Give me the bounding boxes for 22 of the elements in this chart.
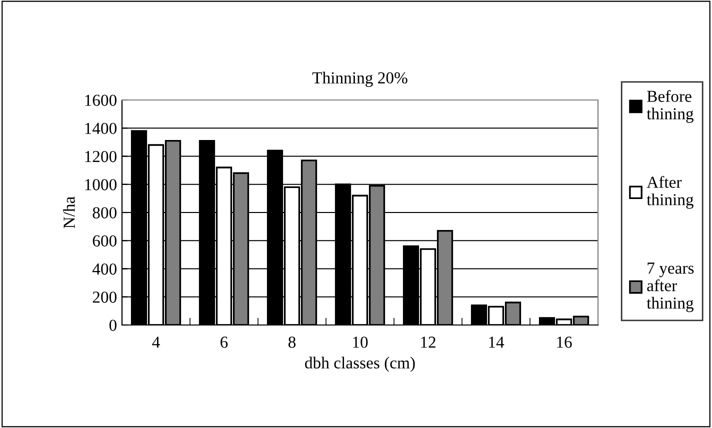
x-tick-label: 6 [220, 336, 228, 348]
y-axis-title: N/ha [63, 196, 75, 228]
y-tick-label: 200 [92, 292, 117, 303]
y-tick-label: 1000 [85, 179, 117, 190]
x-tick-label: 8 [288, 336, 296, 348]
legend-label: 7 years after thining [646, 262, 694, 312]
legend-label: Before thining [646, 90, 694, 123]
x-tick-label: 16 [557, 336, 572, 348]
y-tick-label: 1600 [85, 94, 117, 106]
x-tick-label: 4 [152, 336, 160, 348]
y-tick-label: 1200 [85, 150, 117, 162]
y-tick-label: 1400 [85, 122, 117, 134]
y-tick-label: 800 [92, 207, 117, 218]
y-tick-label: 400 [92, 263, 117, 275]
chart-title: Thinning 20% [312, 72, 408, 87]
y-tick-label: 0 [109, 320, 117, 331]
x-axis-title: dbh classes (cm) [305, 356, 415, 372]
x-tick-label: 12 [421, 336, 436, 348]
legend-label: After thining [646, 176, 694, 209]
x-tick-label: 14 [489, 336, 504, 348]
y-tick-label: 600 [92, 235, 117, 247]
x-tick-label: 10 [353, 336, 368, 348]
